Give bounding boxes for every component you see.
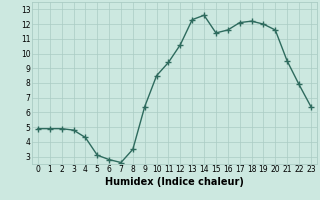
X-axis label: Humidex (Indice chaleur): Humidex (Indice chaleur) — [105, 177, 244, 187]
